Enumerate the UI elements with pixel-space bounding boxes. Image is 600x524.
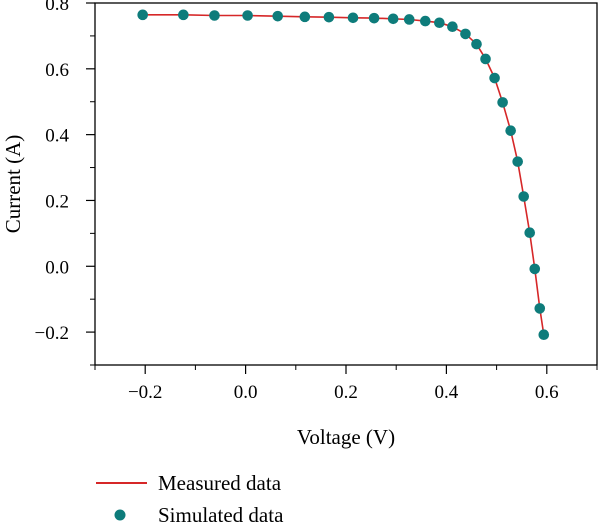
simulated-data-point bbox=[137, 9, 148, 21]
y-axis-ticks: −0.2 0.0 0.2 0.4 0.6 0.8 bbox=[35, 0, 95, 366]
simulated-data-point bbox=[368, 12, 380, 24]
simulated-data-point bbox=[460, 28, 471, 40]
x-tick-label: 0.4 bbox=[435, 382, 459, 403]
y-axis-title: Current (A) bbox=[1, 135, 25, 234]
simulated-data-point bbox=[512, 156, 523, 167]
legend-marker-swatch bbox=[114, 509, 126, 521]
simulated-data-point bbox=[480, 53, 491, 65]
simulated-data-point bbox=[534, 303, 546, 314]
x-tick-label: 0.6 bbox=[535, 382, 559, 403]
x-tick-label: 0.0 bbox=[234, 382, 258, 403]
simulated-data-point bbox=[178, 9, 189, 21]
simulated-data-point bbox=[529, 263, 541, 275]
simulated-data-point bbox=[524, 227, 536, 239]
simulated-data-point bbox=[471, 38, 482, 50]
simulated-data-point bbox=[447, 21, 458, 32]
simulated-data-point bbox=[209, 10, 220, 21]
y-tick-label: 0.8 bbox=[45, 0, 69, 15]
y-tick-label: 0.6 bbox=[45, 60, 69, 81]
simulated-data-point bbox=[403, 14, 415, 25]
simulated-data-point bbox=[497, 97, 508, 108]
simulated-data-point bbox=[387, 13, 399, 25]
x-axis-title: Voltage (V) bbox=[297, 425, 395, 449]
x-tick-label: 0.2 bbox=[334, 382, 358, 403]
simulated-data-point bbox=[434, 17, 445, 29]
simulated-data-point bbox=[505, 125, 516, 136]
simulated-data-point bbox=[323, 11, 335, 23]
y-tick-label: 0.0 bbox=[45, 257, 69, 278]
legend: Measured data Simulated data bbox=[96, 471, 284, 524]
simulated-data-point bbox=[347, 12, 359, 24]
simulated-data-point bbox=[299, 11, 311, 23]
legend-label-simulated: Simulated data bbox=[158, 503, 284, 524]
x-axis-ticks: −0.2 0.0 0.2 0.4 0.6 bbox=[94, 365, 598, 403]
simulated-data-point bbox=[538, 329, 550, 341]
y-tick-label: 0.4 bbox=[45, 126, 69, 147]
simulated-data-point bbox=[242, 10, 253, 21]
simulated-data-point bbox=[489, 72, 500, 84]
y-tick-label: −0.2 bbox=[35, 323, 69, 344]
simulated-data-point bbox=[272, 10, 284, 22]
plot-series bbox=[137, 9, 550, 341]
y-tick-label: 0.2 bbox=[45, 191, 69, 212]
legend-label-measured: Measured data bbox=[158, 471, 282, 495]
simulated-data-point bbox=[518, 191, 530, 202]
x-tick-label: −0.2 bbox=[128, 382, 162, 403]
simulated-data-point bbox=[420, 15, 431, 27]
